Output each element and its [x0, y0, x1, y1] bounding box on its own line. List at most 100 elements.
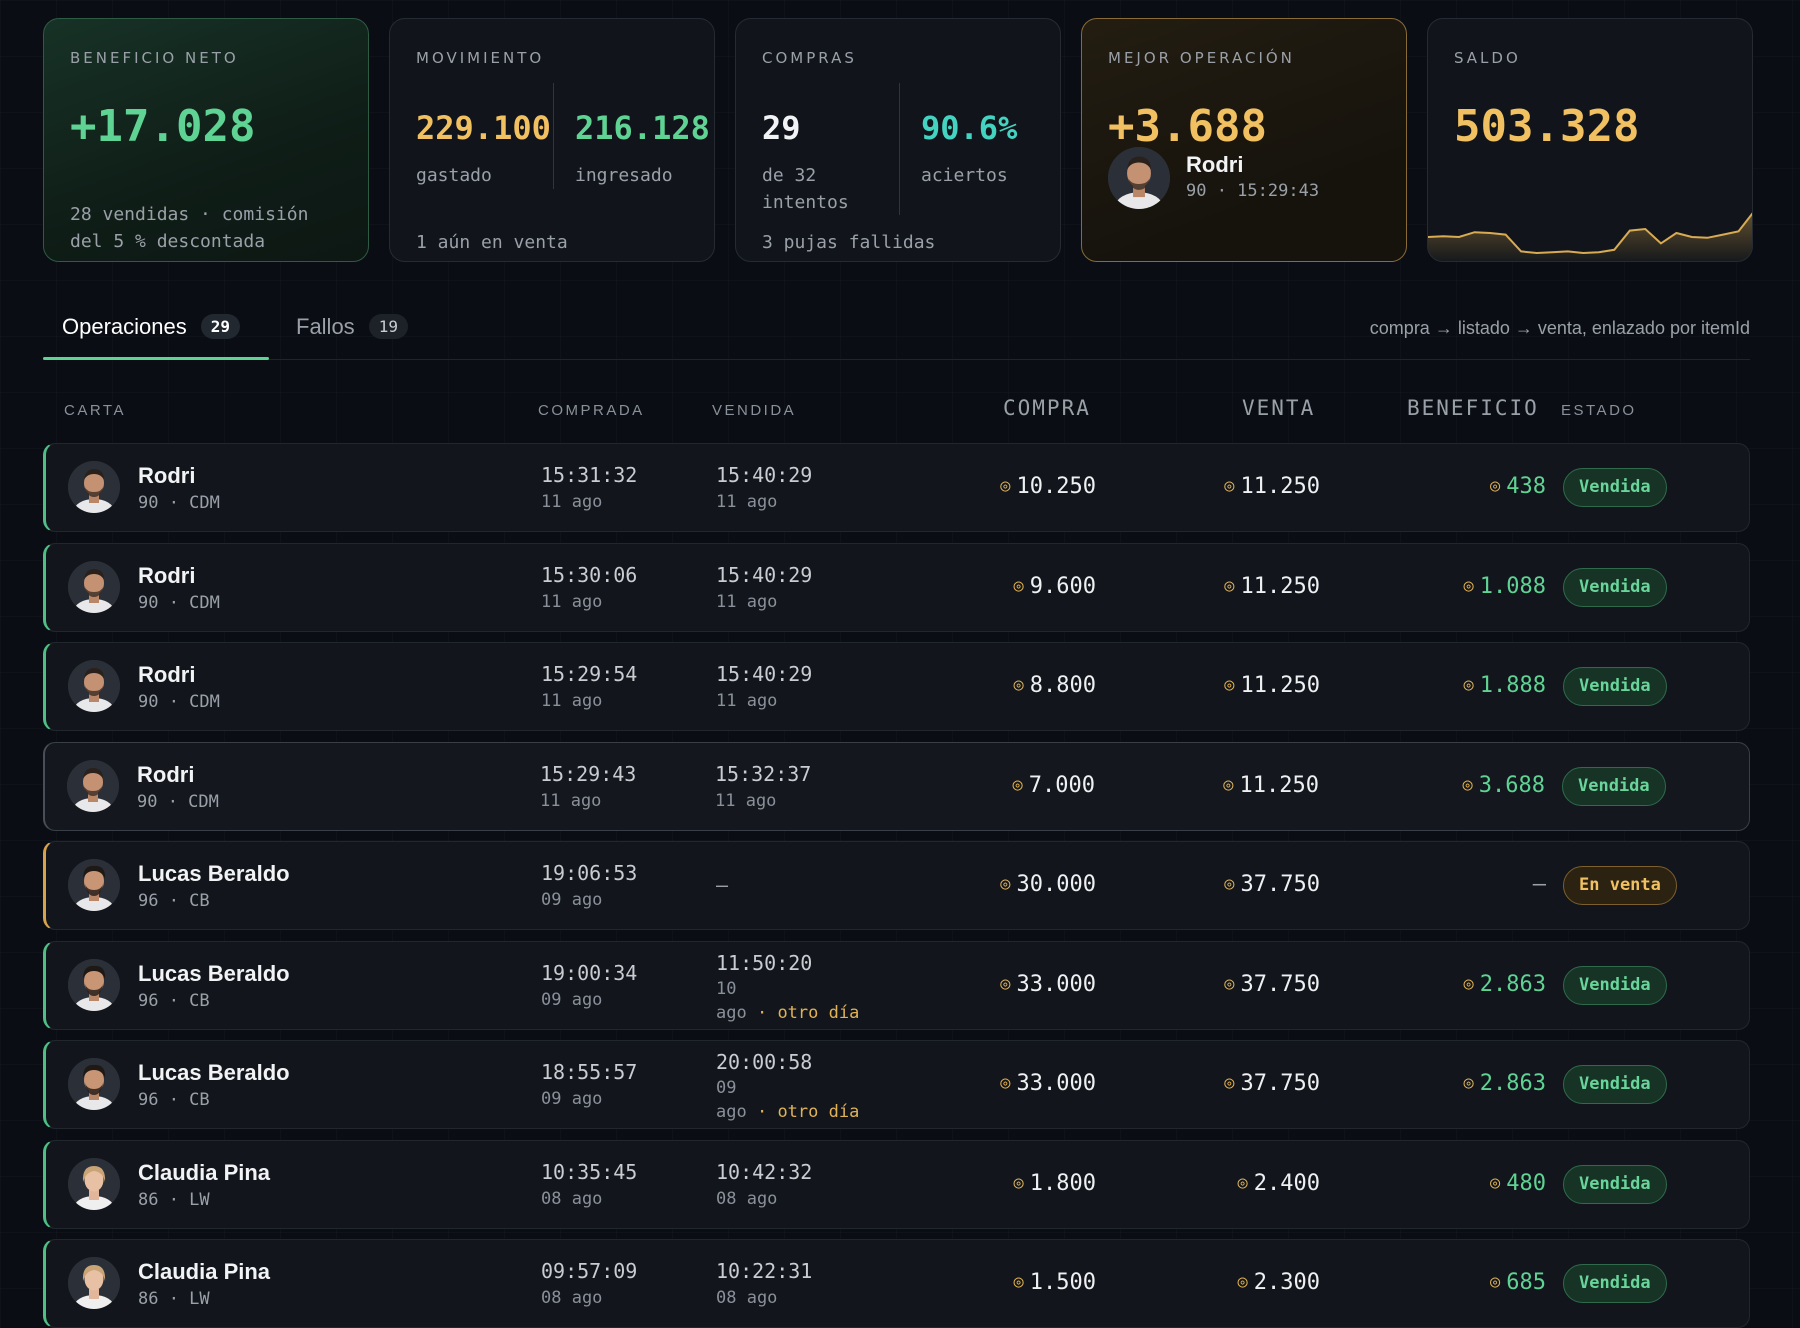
player-meta: 96 · CB [138, 891, 210, 911]
table-row[interactable]: Claudia Pina 86 · LW 09:57:09 08 ago 10:22:3… [43, 1239, 1750, 1328]
coin-icon: ◎ [1237, 1172, 1248, 1193]
bought-time: 15:30:06 [541, 562, 638, 587]
table-row[interactable]: Lucas Beraldo 96 · CB 19:06:53 09 ago – ◎ 30.0… [43, 841, 1750, 930]
player-avatar-icon [67, 759, 119, 812]
player-name: Rodri [138, 463, 196, 488]
bought-time: 15:31:32 [541, 463, 638, 487]
profit-cell: ◎ 1.888 [1346, 673, 1546, 698]
stats-cards: BENEFICIO NETO +17.028 28 vendidas · com… [43, 18, 1753, 262]
player-avatar-icon [68, 1257, 120, 1309]
sold-date: 08 ago [716, 1288, 778, 1308]
player-meta: 90 · CDM [137, 791, 219, 812]
table-row[interactable]: Rodri 90 · CDM 15:31:32 11 ago 15:40:29 11 ag… [43, 443, 1750, 532]
sold-time: 10:22:31 [716, 1259, 813, 1283]
status-badge: Vendida [1563, 567, 1667, 607]
sell-price-cell: ◎ 11.250 [1119, 773, 1319, 798]
player-avatar-icon [68, 560, 120, 613]
coin-icon: ◎ [1490, 476, 1501, 496]
player-meta: 86 · LW [138, 1189, 210, 1210]
bought-time: 10:35:45 [541, 1159, 638, 1184]
coin-icon: ◎ [1013, 1172, 1024, 1193]
player-name: Lucas Beraldo [138, 861, 290, 886]
status-badge: Vendida [1563, 1164, 1667, 1204]
buy-price: 33.000 [1016, 1071, 1096, 1096]
player-name: Rodri [138, 662, 196, 687]
sparkline-line [1428, 212, 1752, 255]
sold-date: 11 ago [715, 790, 777, 811]
coin-icon: ◎ [1013, 1272, 1024, 1292]
status-badge: Vendida [1562, 766, 1666, 806]
player-meta: 90 · CDM [138, 493, 220, 513]
player-name: Claudia Pina [138, 1259, 271, 1284]
coin-icon: ◎ [1463, 675, 1474, 695]
tab-fallos[interactable]: Fallos 19 [296, 314, 408, 360]
spent-value: 229.100 [416, 109, 551, 147]
buy-price: 1.800 [1029, 1170, 1096, 1196]
player-avatar-icon [68, 1157, 120, 1210]
net-profit-note: 28 vendidas · comisión del 5 % descontad… [70, 204, 309, 252]
active-tab-indicator [43, 357, 269, 360]
table-row[interactable]: Rodri 90 · CDM 15:30:06 11 ago 15:40:29 11 ag… [43, 542, 1750, 632]
coin-icon: ◎ [1012, 774, 1023, 795]
coin-icon: ◎ [1463, 973, 1474, 994]
best-operation-card: MEJOR OPERACIÓN +3.688 Rodri 90 · 15:29:… [1081, 18, 1407, 262]
sold-date: 11 ago [716, 492, 778, 512]
sold-date: 08 ago [716, 1188, 778, 1209]
profit-cell: ◎ 2.863 [1346, 1071, 1546, 1096]
col-profit: BENEFICIO [1407, 396, 1539, 420]
player-avatar-icon [1108, 147, 1170, 209]
profit-value: 1.088 [1479, 573, 1546, 599]
movement-label: MOVIMIENTO [416, 49, 545, 67]
table-row[interactable]: Lucas Beraldo 96 · CB 19:00:34 09 ago 11:50:… [43, 940, 1750, 1030]
table-row[interactable]: Claudia Pina 86 · LW 10:35:45 08 ago 10:42:3… [43, 1139, 1750, 1229]
coin-icon: ◎ [1490, 1172, 1501, 1193]
tab-operaciones[interactable]: Operaciones 29 [62, 314, 241, 360]
best-operation-meta: 90 · 15:29:43 [1186, 181, 1320, 201]
bought-time: 18:55:57 [541, 1060, 638, 1084]
tab-fallos-label: Fallos [296, 314, 355, 339]
profit-value: 2.863 [1479, 1071, 1546, 1096]
best-operation-player: Rodri [1186, 152, 1244, 177]
table-row[interactable]: Lucas Beraldo 96 · CB 18:55:57 09 ago 20:00:… [43, 1040, 1750, 1129]
profit-cell: ◎ 438 [1346, 474, 1546, 499]
table-row[interactable]: Rodri 90 · CDM 15:29:54 11 ago 15:40:29 11 ag… [43, 642, 1750, 731]
coin-icon: ◎ [1462, 774, 1473, 795]
movement-divider [553, 83, 554, 189]
other-day-tag: · otro día [756, 1002, 860, 1023]
sell-price-cell: ◎ 11.250 [1120, 474, 1320, 499]
profit-value: 438 [1506, 474, 1546, 499]
player-avatar-icon [68, 859, 120, 911]
sold-time: 15:40:29 [716, 562, 813, 587]
profit-cell: ◎ 685 [1346, 1270, 1546, 1295]
coin-icon: ◎ [1013, 575, 1024, 596]
bought-date: 11 ago [541, 492, 603, 512]
buy-price-cell: ◎ 30.000 [896, 872, 1096, 897]
sell-price-cell: ◎ 37.750 [1120, 872, 1320, 897]
sell-price-cell: ◎ 2.400 [1120, 1171, 1320, 1196]
coin-icon: ◎ [1224, 1073, 1235, 1093]
coin-icon: ◎ [1224, 874, 1235, 894]
sold-month: ago [716, 1102, 747, 1122]
purchases-card: COMPRAS 29 de 32 intentos 90.6% aciertos… [735, 18, 1061, 262]
table-row[interactable]: Rodri 90 · CDM 15:29:43 11 ago 15:32:37 11 ag… [43, 741, 1750, 831]
player-meta: 96 · CB [138, 1090, 210, 1110]
movement-note: 1 aún en venta [416, 232, 568, 253]
col-status: ESTADO [1561, 402, 1637, 419]
buy-price: 10.250 [1016, 474, 1096, 499]
player-name: Claudia Pina [138, 1159, 271, 1185]
player-name: Rodri [137, 761, 195, 787]
profit-value: 480 [1506, 1170, 1546, 1196]
profit-value: — [1532, 872, 1546, 897]
coin-icon: ◎ [1463, 1073, 1474, 1093]
player-name: Rodri [138, 562, 196, 588]
buy-price-cell: ◎ 1.500 [896, 1270, 1096, 1295]
buy-price: 30.000 [1016, 872, 1096, 897]
sold-time: 15:40:29 [716, 662, 813, 686]
net-profit-value: +17.028 [70, 101, 256, 152]
player-avatar-icon [68, 958, 120, 1011]
player-name: Lucas Beraldo [138, 1060, 290, 1085]
coin-icon: ◎ [1000, 874, 1011, 894]
sold-time: 11:50:20 [716, 950, 813, 975]
sold-time: 15:32:37 [715, 761, 812, 786]
sell-price: 11.250 [1240, 573, 1320, 599]
